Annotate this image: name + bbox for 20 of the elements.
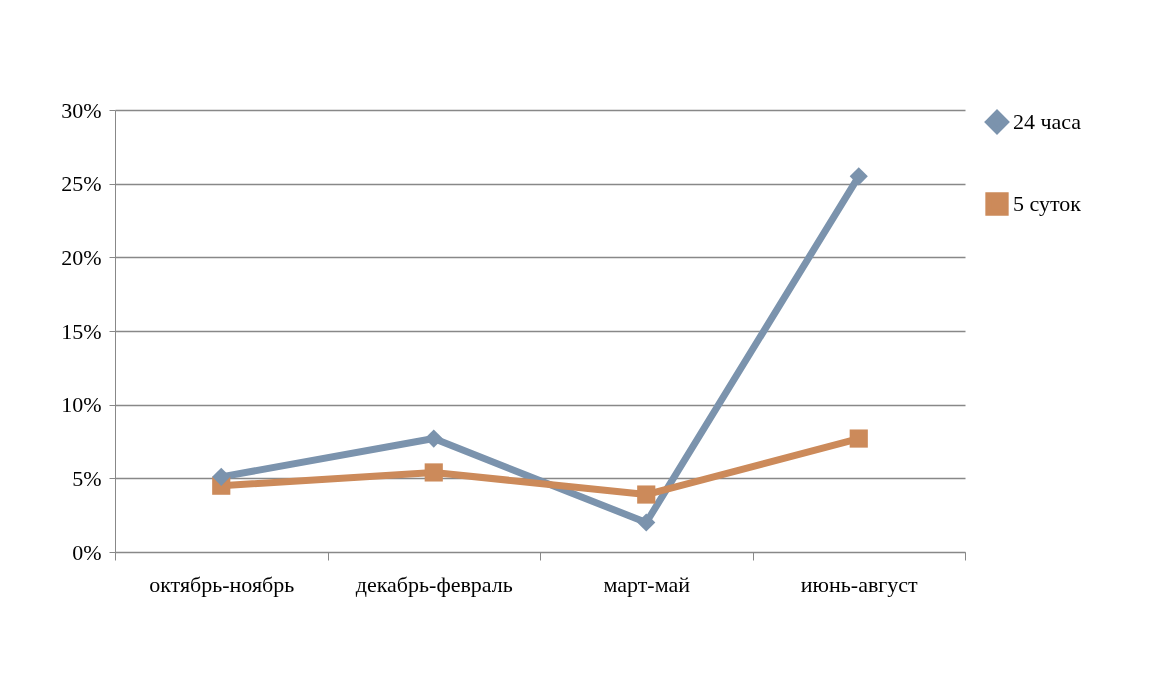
- point: [424, 463, 443, 482]
- point: [637, 485, 656, 504]
- legend-label: 24 часа: [1013, 109, 1082, 134]
- y-tick-label: 15%: [61, 318, 102, 344]
- point: [637, 513, 656, 532]
- y-tick-label: 30%: [61, 97, 102, 123]
- x-tick-label: июнь-август: [800, 571, 919, 597]
- legend-label: 5 суток: [1013, 191, 1082, 216]
- y-tick-label: 20%: [61, 244, 102, 270]
- point: [849, 429, 868, 448]
- y-tick-label: 0%: [72, 539, 102, 565]
- y-tick-label: 5%: [72, 465, 102, 491]
- point: [424, 429, 443, 448]
- x-tick-label: октябрь-ноябрь: [149, 571, 295, 597]
- y-tick-label: 25%: [61, 171, 102, 197]
- x-tick-label: март-май: [603, 571, 691, 597]
- y-tick-label: 10%: [61, 392, 102, 418]
- point: [849, 167, 868, 186]
- x-tick-label: декабрь-февраль: [355, 571, 513, 597]
- point: [212, 467, 231, 486]
